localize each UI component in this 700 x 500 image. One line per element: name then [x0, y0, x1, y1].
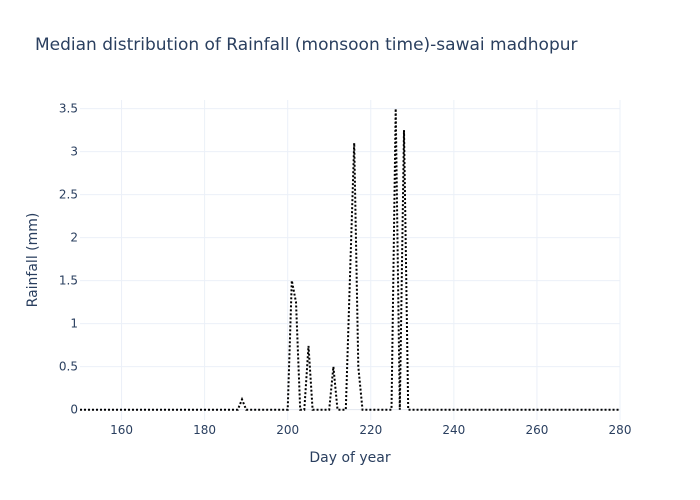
rainfall-series-line	[80, 108, 620, 411]
chart-title: Median distribution of Rainfall (monsoon…	[35, 35, 578, 55]
x-tick-label: 260	[525, 423, 548, 437]
series-layer	[80, 108, 620, 411]
x-tick-label: 240	[442, 423, 465, 437]
grid	[80, 100, 621, 420]
x-tick-label: 200	[276, 423, 299, 437]
x-tick-label: 280	[609, 423, 632, 437]
y-tick-label: 2	[70, 231, 78, 245]
y-tick-label: 3	[70, 145, 78, 159]
y-tick-label: 1.5	[59, 274, 78, 288]
x-tick-label: 220	[359, 423, 382, 437]
y-axis-ticks: 0 0.5 1 1.5 2 2.5 3 3.5	[59, 102, 78, 417]
x-tick-label: 160	[110, 423, 133, 437]
x-tick-label: 180	[193, 423, 216, 437]
y-tick-label: 2.5	[59, 188, 78, 202]
y-tick-label: 0	[70, 403, 78, 417]
x-axis-ticks: 160 180 200 220 240 260 280	[110, 423, 631, 437]
y-tick-label: 0.5	[59, 360, 78, 374]
y-axis-title: Rainfall (mm)	[25, 213, 41, 308]
y-tick-label: 1	[70, 317, 78, 331]
x-axis-title: Day of year	[309, 450, 391, 466]
y-tick-label: 3.5	[59, 102, 78, 116]
